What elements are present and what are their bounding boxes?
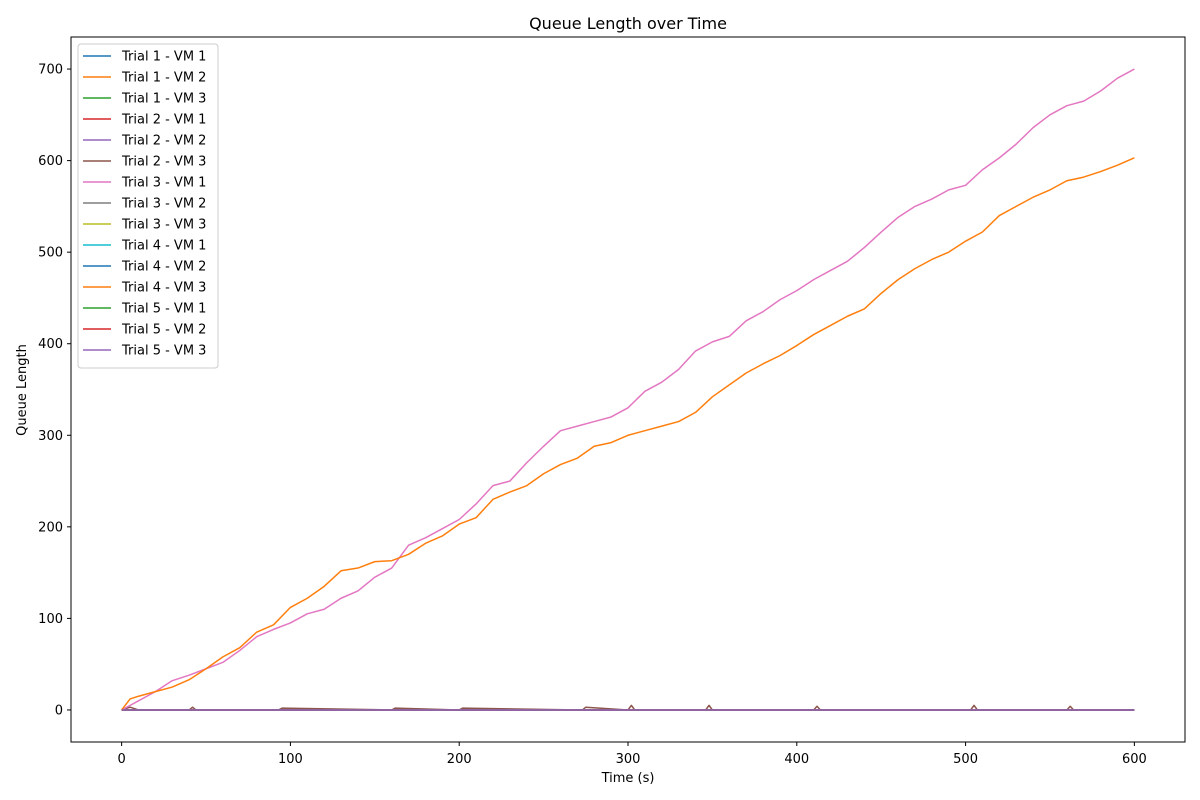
series-layer [121,68,1135,711]
legend-label: Trial 1 - VM 1 [121,50,206,65]
x-tick-label: 400 [784,752,809,767]
x-tick-label: 500 [953,752,978,767]
series-line-7 [121,68,1135,711]
x-tick-label: 0 [117,752,125,767]
x-tick-label: 200 [447,752,472,767]
y-axis-ticks: 0 100 200 300 400 500 600 700 [38,63,71,718]
legend-box [77,43,219,369]
legend: Trial 1 - VM 1 Trial 1 - VM 2 Trial 1 - VM… [77,43,219,369]
y-tick-label: 200 [38,520,63,535]
legend-label: Trial 4 - VM 3 [121,281,206,296]
y-tick-label: 600 [38,154,63,169]
x-tick-label: 100 [278,752,303,767]
chart-title: Queue Length over Time [529,14,727,33]
legend-label: Trial 5 - VM 1 [121,302,206,317]
legend-label: Trial 3 - VM 2 [121,197,206,212]
legend-label: Trial 2 - VM 1 [121,113,206,128]
legend-label: Trial 1 - VM 2 [121,71,206,86]
legend-label: Trial 2 - VM 3 [121,155,206,170]
legend-label: Trial 3 - VM 1 [121,176,206,191]
y-tick-label: 0 [55,703,63,718]
legend-label: Trial 5 - VM 3 [121,344,206,359]
legend-label: Trial 4 - VM 2 [121,260,206,275]
x-tick-label: 600 [1122,752,1147,767]
y-tick-label: 700 [38,63,63,78]
legend-label: Trial 4 - VM 1 [121,239,206,254]
y-tick-label: 100 [38,612,63,627]
x-tick-label: 300 [616,752,641,767]
legend-label: Trial 5 - VM 2 [121,323,206,338]
legend-label: Trial 3 - VM 3 [121,218,206,233]
y-tick-label: 400 [38,337,63,352]
x-axis-label: Time (s) [601,771,655,786]
y-tick-label: 300 [38,429,63,444]
y-axis-label: Queue Length [15,344,30,436]
x-axis-ticks: 0 100 200 300 400 500 600 [117,742,1147,767]
legend-label: Trial 2 - VM 2 [121,134,206,149]
legend-label: Trial 1 - VM 3 [121,92,206,107]
y-tick-label: 500 [38,246,63,261]
series-line-12 [121,157,1135,711]
